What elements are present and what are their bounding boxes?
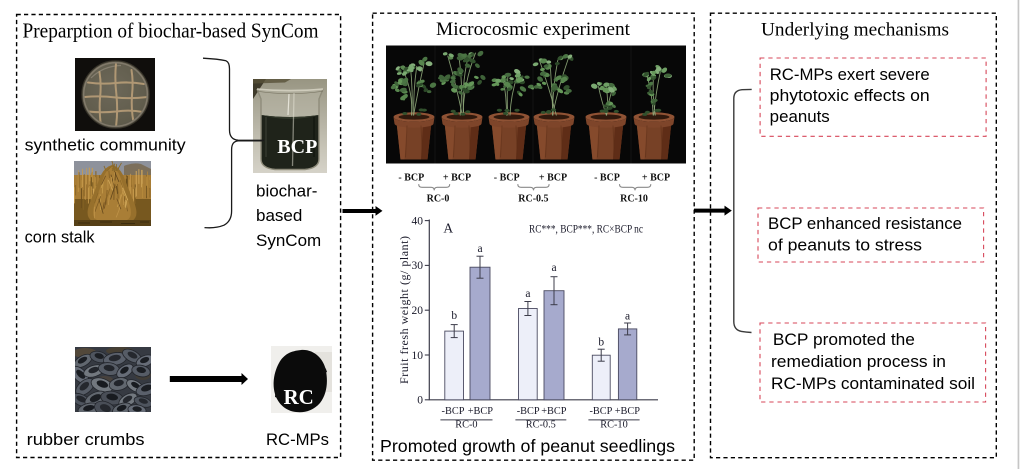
svg-text:-BCP: -BCP [442, 406, 465, 417]
svg-text:40: 40 [412, 215, 424, 227]
svg-text:RC-MPs: RC-MPs [266, 430, 329, 449]
svg-text:BCP enhanced resistance: BCP enhanced resistance [768, 214, 962, 233]
svg-text:0: 0 [417, 395, 423, 407]
svg-text:rubber crumbs: rubber crumbs [27, 430, 145, 449]
svg-text:30: 30 [412, 260, 424, 272]
svg-text:a: a [551, 262, 556, 274]
svg-text:-BCP: -BCP [589, 406, 612, 417]
svg-text:+ BCP: + BCP [539, 173, 567, 184]
svg-text:10: 10 [412, 350, 424, 362]
svg-text:b: b [598, 337, 604, 349]
svg-text:based: based [256, 206, 302, 225]
svg-text:RC-MPs contaminated soil: RC-MPs contaminated soil [771, 374, 975, 393]
svg-text:remediation process in: remediation process in [771, 352, 946, 371]
svg-text:RC-0.5: RC-0.5 [518, 194, 548, 205]
svg-text:- BCP: - BCP [594, 173, 620, 184]
svg-text:BCP: BCP [277, 136, 317, 158]
svg-text:RC-0: RC-0 [427, 194, 450, 205]
svg-text:biochar-: biochar- [256, 182, 317, 201]
svg-text:+BCP: +BCP [541, 406, 567, 417]
svg-text:corn stalk: corn stalk [25, 228, 95, 247]
svg-text:+BCP: +BCP [468, 406, 494, 417]
svg-text:SynCom: SynCom [256, 231, 321, 250]
svg-text:RC-10: RC-10 [600, 420, 627, 431]
svg-text:+BCP: +BCP [615, 406, 641, 417]
svg-text:RC-MPs exert severe: RC-MPs exert severe [770, 65, 930, 84]
svg-text:a: a [525, 288, 530, 300]
svg-text:- BCP: - BCP [494, 173, 520, 184]
svg-text:synthetic community: synthetic community [25, 136, 187, 155]
svg-text:RC***, BCP***, RC×BCP nc: RC***, BCP***, RC×BCP nc [529, 224, 643, 236]
svg-text:Fruit fresh weight (g/ plant): Fruit fresh weight (g/ plant) [397, 236, 411, 384]
svg-text:a: a [477, 243, 482, 255]
svg-text:Underlying mechanisms: Underlying mechanisms [761, 21, 949, 41]
svg-text:a: a [625, 311, 630, 323]
svg-text:peanuts: peanuts [770, 107, 830, 126]
svg-text:20: 20 [412, 305, 424, 317]
svg-text:RC-0.5: RC-0.5 [526, 420, 556, 431]
svg-text:RC-10: RC-10 [620, 194, 648, 205]
svg-text:+ BCP: + BCP [443, 173, 471, 184]
svg-text:Preparption of biochar-based S: Preparption of biochar-based SynCom [23, 19, 319, 43]
svg-text:- BCP: - BCP [398, 173, 424, 184]
svg-text:phytotoxic effects on: phytotoxic effects on [770, 86, 930, 105]
svg-text:RC-0: RC-0 [455, 420, 477, 431]
svg-text:Microcosmic experiment: Microcosmic experiment [436, 19, 631, 40]
svg-text:b: b [451, 310, 457, 322]
svg-text:RC: RC [284, 385, 314, 409]
svg-text:Promoted growth of peanut seed: Promoted growth of peanut seedlings [380, 436, 675, 456]
svg-text:+ BCP: + BCP [642, 173, 670, 184]
svg-text:-BCP: -BCP [517, 406, 540, 417]
svg-text:BCP promoted the: BCP promoted the [773, 330, 915, 349]
svg-text:A: A [443, 221, 453, 236]
svg-text:of peanuts to stress: of peanuts to stress [768, 236, 922, 255]
